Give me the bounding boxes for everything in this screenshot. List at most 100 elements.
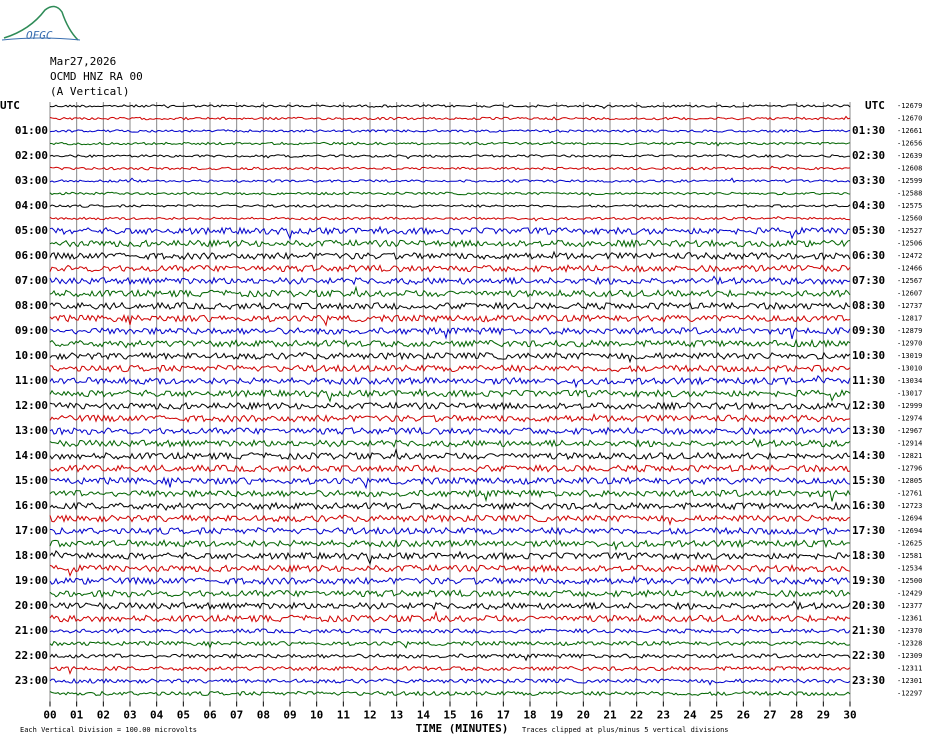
trace-offset: -12506 [897, 240, 922, 248]
row-label: 18:30 [852, 549, 885, 562]
x-tick-label: 05 [177, 709, 190, 722]
trace-offset: -12970 [897, 340, 922, 348]
trace [49, 678, 851, 686]
row-label: 01:00 [15, 124, 48, 137]
trace [49, 628, 851, 634]
trace-offset: -12974 [897, 415, 922, 423]
x-tick-label: 04 [150, 709, 164, 722]
x-tick-label: 15 [443, 709, 456, 722]
logo-text: OFGC [26, 29, 53, 42]
trace [49, 204, 851, 208]
trace [49, 313, 851, 327]
trace-offset: -12567 [897, 277, 922, 285]
trace-offset: -12377 [897, 602, 922, 610]
trace [49, 401, 851, 411]
trace [49, 388, 851, 403]
trace [49, 177, 851, 183]
trace [49, 216, 851, 222]
x-tick-label: 00 [43, 709, 56, 722]
x-tick-label: 11 [337, 709, 351, 722]
row-label: 04:30 [852, 199, 885, 212]
trace [49, 514, 851, 526]
trace-offset: -12694 [897, 515, 922, 523]
x-tick-label: 06 [203, 709, 217, 722]
row-label: 05:00 [15, 224, 48, 237]
note: Traces clipped at plus/minus 5 vertical … [522, 726, 729, 734]
row-label: 02:00 [15, 149, 48, 162]
x-tick-label: 18 [523, 709, 536, 722]
row-label: 13:00 [15, 424, 48, 437]
x-tick-label: 03 [123, 709, 136, 722]
trace-offset: -12625 [897, 540, 922, 548]
row-label: UTC [865, 99, 885, 112]
trace [49, 165, 851, 171]
trace-offset: -12472 [897, 252, 922, 260]
row-label: 15:30 [852, 474, 885, 487]
trace-offset: -12361 [897, 615, 922, 623]
row-label: 06:00 [15, 249, 48, 262]
trace [49, 191, 851, 197]
trace-offset: -12737 [897, 302, 922, 310]
trace [49, 374, 851, 389]
x-tick-label: 07 [230, 709, 243, 722]
trace-offset: -12328 [897, 640, 922, 648]
row-label: 13:30 [852, 424, 885, 437]
row-label: 03:00 [15, 174, 48, 187]
x-tick-label: 29 [817, 709, 830, 722]
trace-offset: -12534 [897, 565, 922, 573]
x-tick-label: 28 [790, 709, 803, 722]
trace [49, 238, 851, 249]
trace-offset: -12575 [897, 202, 922, 210]
trace [49, 464, 851, 473]
x-tick-label: 01 [70, 709, 84, 722]
trace-offset: -12656 [897, 140, 922, 148]
trace [49, 489, 851, 503]
trace-offset: -13010 [897, 365, 922, 373]
trace [50, 364, 851, 374]
trace-offset: -12670 [897, 115, 922, 123]
row-label: 22:30 [852, 649, 885, 662]
trace-offset: -12761 [897, 490, 922, 498]
trace [49, 653, 851, 662]
trace [49, 526, 851, 536]
trace [49, 563, 851, 578]
row-label: 04:00 [15, 199, 48, 212]
row-label: 18:00 [15, 549, 48, 562]
x-tick-label: 30 [843, 709, 856, 722]
row-label: 20:00 [15, 599, 48, 612]
row-label: 19:30 [852, 574, 885, 587]
trace-offset: -12599 [897, 177, 922, 185]
x-tick-label: 26 [737, 709, 751, 722]
x-tick-label: 20 [577, 709, 590, 722]
row-label: UTC [0, 99, 20, 112]
row-label: 08:00 [15, 299, 48, 312]
header-line: OCMD HNZ RA 00 [50, 70, 143, 83]
trace [49, 326, 851, 340]
trace-offset: -12999 [897, 402, 922, 410]
trace-offset: -12723 [897, 502, 922, 510]
x-tick-label: 27 [763, 709, 776, 722]
trace-offset: -12527 [897, 227, 922, 235]
trace-offset: -12796 [897, 465, 922, 473]
row-label: 03:30 [852, 174, 885, 187]
x-tick-label: 13 [390, 709, 403, 722]
trace [49, 448, 851, 461]
header-line: (A Vertical) [50, 85, 129, 98]
trace-offset: -12694 [897, 527, 922, 535]
trace-offset: -12639 [897, 152, 922, 160]
note: Each Vertical Division = 100.00 microvol… [20, 726, 197, 734]
x-tick-label: 25 [710, 709, 723, 722]
row-label: 11:00 [15, 374, 48, 387]
x-tick-label: 14 [417, 709, 431, 722]
x-tick-label: 22 [630, 709, 643, 722]
trace-offset: -12581 [897, 552, 922, 560]
x-tick-label: 24 [683, 709, 697, 722]
trace-offset: -12661 [897, 127, 922, 135]
trace-offset: -12370 [897, 627, 922, 635]
trace-offset: -13034 [897, 377, 922, 385]
trace-offset: -12309 [897, 652, 922, 660]
trace [49, 575, 851, 586]
row-label: 01:30 [852, 124, 885, 137]
trace [49, 351, 851, 364]
